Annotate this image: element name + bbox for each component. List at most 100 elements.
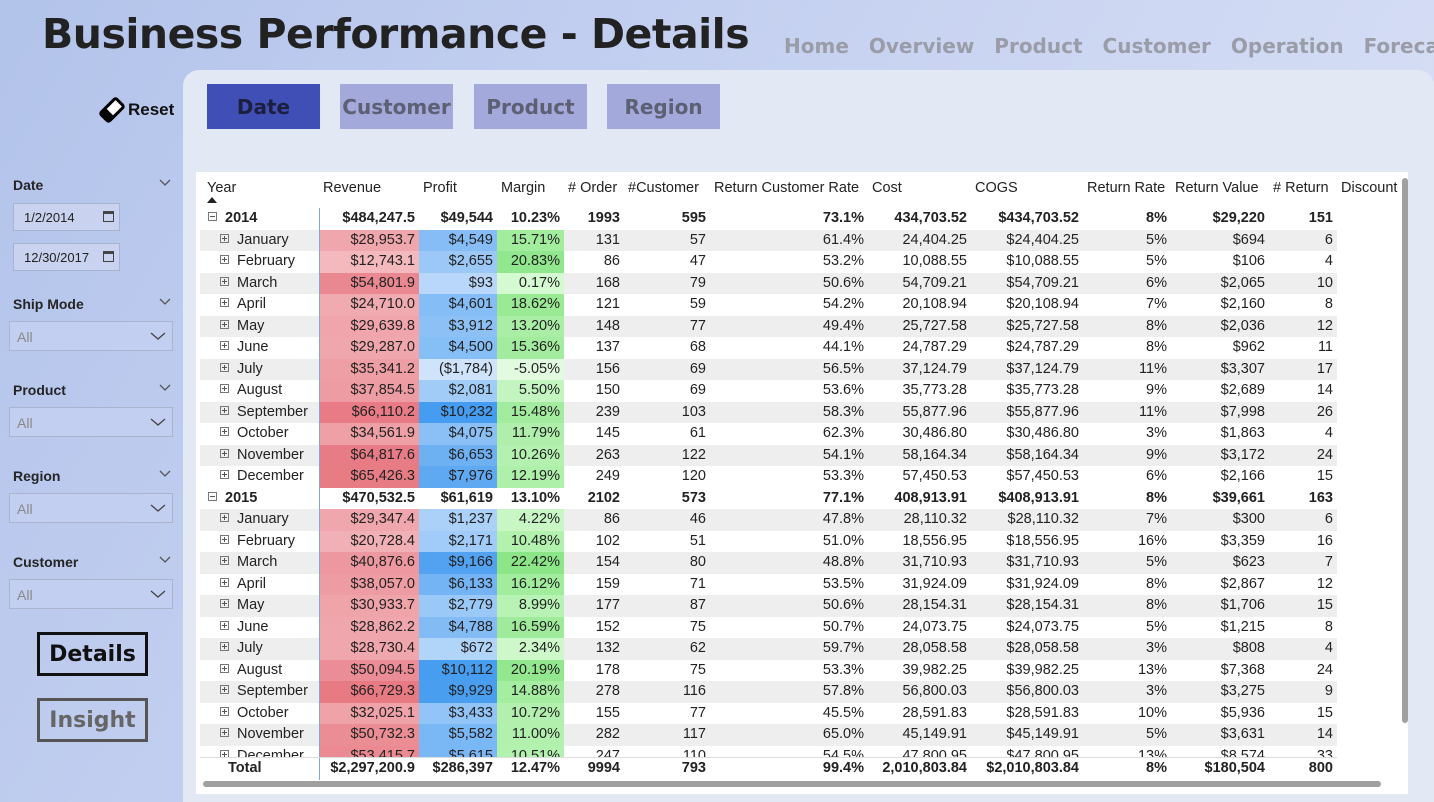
expand-toggle[interactable] bbox=[220, 448, 229, 458]
nav-link[interactable]: Home bbox=[784, 34, 849, 58]
cell-value: 15 bbox=[1316, 704, 1333, 721]
expand-toggle[interactable] bbox=[220, 276, 229, 286]
cell-value: $35,341.2 bbox=[319, 358, 419, 380]
cell-value: $1,237 bbox=[419, 509, 497, 531]
expand-toggle[interactable] bbox=[220, 749, 229, 757]
cell-value: $29,347.4 bbox=[319, 509, 419, 531]
nav-link[interactable]: Operation bbox=[1230, 34, 1344, 58]
date-from[interactable]: 1/2/2014 bbox=[13, 203, 120, 231]
collapse-icon[interactable] bbox=[158, 383, 172, 393]
dropdown[interactable]: All bbox=[9, 321, 173, 351]
expand-toggle[interactable] bbox=[220, 663, 229, 673]
cell-value: 148 bbox=[595, 317, 620, 334]
date-to[interactable]: 12/30/2017 bbox=[13, 243, 120, 271]
expand-toggle[interactable] bbox=[220, 706, 229, 716]
cell-value: 11.79% bbox=[497, 423, 564, 445]
cell-value: $24,073.75 bbox=[1006, 618, 1079, 635]
insight-button[interactable]: Insight bbox=[37, 698, 148, 742]
cell-value: 24,404.25 bbox=[902, 231, 967, 248]
filter-label: Customer bbox=[13, 554, 79, 570]
reset-button[interactable]: Reset bbox=[96, 95, 174, 125]
cell-value: $64,817.6 bbox=[319, 444, 419, 466]
tab[interactable]: Product bbox=[474, 84, 587, 129]
expand-toggle[interactable] bbox=[220, 341, 229, 350]
cell-value: 10,088.55 bbox=[902, 253, 967, 269]
cell-value: 62.3% bbox=[822, 425, 864, 441]
dropdown[interactable]: All bbox=[9, 407, 173, 437]
cell-value: 247 bbox=[595, 747, 620, 758]
cell-value: 11% bbox=[1139, 403, 1167, 420]
collapse-icon[interactable] bbox=[158, 555, 172, 565]
cell-value: $3,172 bbox=[1220, 446, 1265, 463]
cell-value: $58,164.34 bbox=[1006, 446, 1079, 463]
tab-active[interactable]: Date bbox=[207, 84, 320, 129]
month-label: September bbox=[237, 683, 308, 699]
expand-toggle[interactable] bbox=[220, 470, 229, 479]
cell-value: $3,433 bbox=[419, 702, 497, 724]
details-button[interactable]: Details bbox=[37, 632, 148, 676]
expand-toggle[interactable] bbox=[220, 642, 229, 651]
expand-toggle[interactable] bbox=[220, 233, 229, 243]
collapse-icon[interactable] bbox=[158, 469, 172, 479]
cell-value: 15.48% bbox=[497, 401, 564, 423]
expand-toggle[interactable] bbox=[220, 577, 229, 587]
cell-value: 59.7% bbox=[822, 640, 864, 656]
column-header: Year bbox=[207, 180, 237, 196]
cell-value: 61 bbox=[689, 425, 706, 441]
tab[interactable]: Customer bbox=[340, 84, 453, 129]
total-value: $180,504 bbox=[1204, 760, 1265, 776]
cell-value: 177 bbox=[595, 597, 620, 613]
cell-value: $49,544 bbox=[440, 210, 493, 226]
cell-value: 53.2% bbox=[822, 253, 864, 269]
expand-toggle[interactable] bbox=[220, 405, 229, 415]
sort-indicator[interactable] bbox=[207, 197, 217, 203]
cell-value: 26 bbox=[1316, 403, 1333, 420]
expand-toggle[interactable] bbox=[220, 556, 229, 565]
expand-toggle[interactable] bbox=[208, 212, 217, 221]
cell-value: 39,982.25 bbox=[902, 661, 967, 678]
expand-toggle[interactable] bbox=[220, 685, 229, 694]
expand-toggle[interactable] bbox=[220, 534, 229, 544]
expand-toggle[interactable] bbox=[208, 491, 217, 501]
row-header: July bbox=[200, 638, 319, 660]
collapse-icon[interactable] bbox=[158, 178, 172, 188]
cell-value: $28,730.4 bbox=[319, 638, 419, 660]
cell-value: $2,036 bbox=[1220, 317, 1265, 334]
expand-toggle[interactable] bbox=[220, 620, 229, 630]
cell-value: 22.42% bbox=[497, 552, 564, 574]
cell-value: 10.48% bbox=[497, 530, 564, 552]
expand-toggle[interactable] bbox=[220, 384, 229, 393]
nav-link[interactable]: Customer bbox=[1102, 34, 1211, 58]
dropdown[interactable]: All bbox=[9, 579, 173, 609]
expand-toggle[interactable] bbox=[220, 513, 229, 522]
tab[interactable]: Region bbox=[607, 84, 720, 129]
nav-link[interactable]: Product bbox=[994, 34, 1083, 58]
dropdown[interactable]: All bbox=[9, 493, 173, 523]
cell-value: 7% bbox=[1146, 511, 1167, 527]
month-label: September bbox=[237, 403, 308, 420]
expand-toggle[interactable] bbox=[220, 298, 229, 307]
cell-value: 31,924.09 bbox=[902, 575, 967, 592]
cell-value: 145 bbox=[595, 425, 620, 441]
total-value: 2,010,803.84 bbox=[882, 760, 967, 776]
cell-value: 122 bbox=[681, 446, 706, 463]
cell-value: 54.1% bbox=[822, 446, 864, 463]
expand-toggle[interactable] bbox=[220, 728, 229, 737]
month-row: June $29,287.0 $4,500 15.36% 137 68 44.1% 24,78… bbox=[200, 337, 1337, 359]
expand-toggle[interactable] bbox=[220, 362, 229, 372]
cell-value: $31,710.93 bbox=[1006, 554, 1079, 570]
cell-value: $3,275 bbox=[1220, 683, 1265, 699]
expand-toggle[interactable] bbox=[220, 599, 229, 608]
month-row: January $29,347.4 $1,237 4.22% 86 46 47.8% 28,1… bbox=[200, 509, 1337, 531]
total-value: $2,297,200.9 bbox=[319, 758, 419, 780]
expand-toggle[interactable] bbox=[220, 319, 229, 329]
nav-link[interactable]: Forecast bbox=[1363, 34, 1434, 58]
expand-toggle[interactable] bbox=[220, 255, 229, 264]
nav-link[interactable]: Overview bbox=[868, 34, 975, 58]
h-scrollbar[interactable] bbox=[203, 781, 1381, 787]
total-label: Total bbox=[228, 760, 262, 776]
expand-toggle[interactable] bbox=[220, 427, 229, 436]
v-scrollbar[interactable] bbox=[1402, 178, 1408, 723]
collapse-icon[interactable] bbox=[158, 297, 172, 307]
cell-value: 116 bbox=[682, 683, 706, 699]
